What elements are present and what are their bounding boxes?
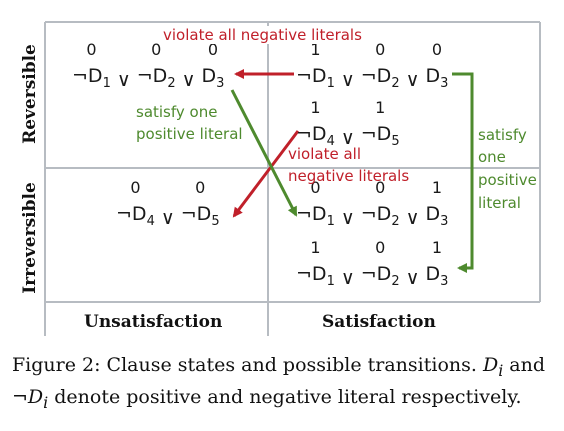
annotation-satisfy-one-line1: satisfy one <box>136 103 218 121</box>
literal-column: 0 ¬D2 <box>361 40 400 91</box>
caption-rest: denote positive and negative literal res… <box>54 385 522 408</box>
annotation-satisfy-right-line1: satisfy <box>478 126 527 144</box>
literal-column: 0 ¬D1 <box>72 40 111 91</box>
literal-value: 0 <box>431 40 443 59</box>
literal-column: 1 ¬D5 <box>361 98 400 149</box>
positive-literal: D3 <box>425 203 449 229</box>
negative-literal: ¬D4 <box>296 123 335 149</box>
or-operator: ∨ <box>340 266 355 289</box>
annotation-violate-mid-line1: violate all <box>288 145 361 163</box>
figure-caption: Figure 2: Clause states and possible tra… <box>12 352 552 416</box>
literal-value: 1 <box>310 98 321 117</box>
literal-column: 0 D3 <box>426 40 449 91</box>
or-operator: ∨ <box>116 68 131 91</box>
negative-literal: ¬D2 <box>360 65 400 91</box>
literal-value: 0 <box>130 178 141 197</box>
or-operator: ∨ <box>340 68 355 91</box>
literal-value: 1 <box>310 238 321 257</box>
arrow-violate-diagonal <box>232 130 300 218</box>
or-operator: ∨ <box>340 206 355 229</box>
caption-di: D <box>482 354 499 376</box>
or-operator: ∨ <box>405 68 420 91</box>
literal-value: 0 <box>207 40 219 59</box>
negative-literal: ¬D4 <box>116 203 155 229</box>
or-operator: ∨ <box>181 68 196 91</box>
literal-column: 1 ¬D1 <box>296 40 335 91</box>
negative-literal: ¬D5 <box>180 203 220 229</box>
negative-literal: ¬D2 <box>360 263 400 289</box>
annotation-violate-top: violate all negative literals <box>163 26 362 44</box>
or-operator: ∨ <box>340 126 355 149</box>
literal-value: 1 <box>375 98 386 117</box>
negative-literal: ¬D2 <box>136 65 176 91</box>
positive-literal: D3 <box>201 65 225 91</box>
literal-value: 1 <box>431 238 443 257</box>
literal-value: 1 <box>310 40 321 59</box>
row-label-irreversible: Irreversible <box>20 182 40 294</box>
annotation-satisfy-right-line2: one <box>478 148 506 166</box>
annotation-satisfy-one-line2: positive literal <box>136 125 243 143</box>
annotation-satisfy-right-line3: positive <box>478 171 537 189</box>
literal-value: 0 <box>375 238 386 257</box>
col-label-unsatisfaction: Unsatisfaction <box>84 312 223 332</box>
literal-value: 0 <box>195 178 206 197</box>
clause-irreversible-unsat: 0 ¬D4 ∨ 0 ¬D5 <box>116 178 220 229</box>
arrow-satisfy-diagonal <box>230 89 298 217</box>
literal-value: 0 <box>375 40 386 59</box>
literal-column: 1 D3 <box>426 178 449 229</box>
literal-column: 1 ¬D1 <box>296 238 335 289</box>
negative-literal: ¬D5 <box>360 123 400 149</box>
clause-reversible-sat-a: 1 ¬D1 ∨ 0 ¬D2 ∨ 0 D3 <box>296 40 448 91</box>
negative-literal: ¬D1 <box>72 65 111 91</box>
literal-column: 0 ¬D2 <box>361 238 400 289</box>
or-operator: ∨ <box>405 206 420 229</box>
annotation-satisfy-right-line4: literal <box>478 194 521 212</box>
positive-literal: D3 <box>425 65 449 91</box>
positive-literal: D3 <box>425 263 449 289</box>
literal-value: 0 <box>151 40 162 59</box>
caption-neg-di-sub: i <box>43 392 49 412</box>
literal-column: 0 D3 <box>202 40 225 91</box>
literal-value: 0 <box>375 178 386 197</box>
annotation-violate-mid-line2: negative literals <box>288 167 410 185</box>
clause-irreversible-sat-a: 0 ¬D1 ∨ 0 ¬D2 ∨ 1 D3 <box>296 178 448 229</box>
clause-irreversible-sat-b: 1 ¬D1 ∨ 0 ¬D2 ∨ 1 D3 <box>296 238 448 289</box>
col-label-satisfaction: Satisfaction <box>322 312 436 332</box>
literal-column: 0 ¬D2 <box>361 178 400 229</box>
literal-value: 0 <box>86 40 97 59</box>
row-label-reversible: Reversible <box>20 44 40 144</box>
literal-column: 0 ¬D5 <box>181 178 220 229</box>
caption-di-sub: i <box>498 360 504 380</box>
negative-literal: ¬D1 <box>296 65 335 91</box>
literal-column: 0 ¬D4 <box>116 178 155 229</box>
negative-literal: ¬D2 <box>360 203 400 229</box>
caption-prefix: Figure 2: Clause states and possible tra… <box>12 354 477 376</box>
literal-column: 0 ¬D2 <box>137 40 176 91</box>
literal-value: 1 <box>431 178 443 197</box>
arrow-satisfy-right <box>452 72 474 273</box>
caption-and: and <box>509 354 546 376</box>
or-operator: ∨ <box>160 206 175 229</box>
literal-column: 1 ¬D4 <box>296 98 335 149</box>
literal-value: 0 <box>310 178 321 197</box>
literal-column: 1 D3 <box>426 238 449 289</box>
negative-literal: ¬D1 <box>296 203 335 229</box>
or-operator: ∨ <box>405 266 420 289</box>
literal-column: 0 ¬D1 <box>296 178 335 229</box>
negative-literal: ¬D1 <box>296 263 335 289</box>
caption-neg-di: ¬D <box>12 385 44 408</box>
clause-reversible-sat-b: 1 ¬D4 ∨ 1 ¬D5 <box>296 98 400 149</box>
clause-reversible-unsat: 0 ¬D1 ∨ 0 ¬D2 ∨ 0 D3 <box>72 40 224 91</box>
